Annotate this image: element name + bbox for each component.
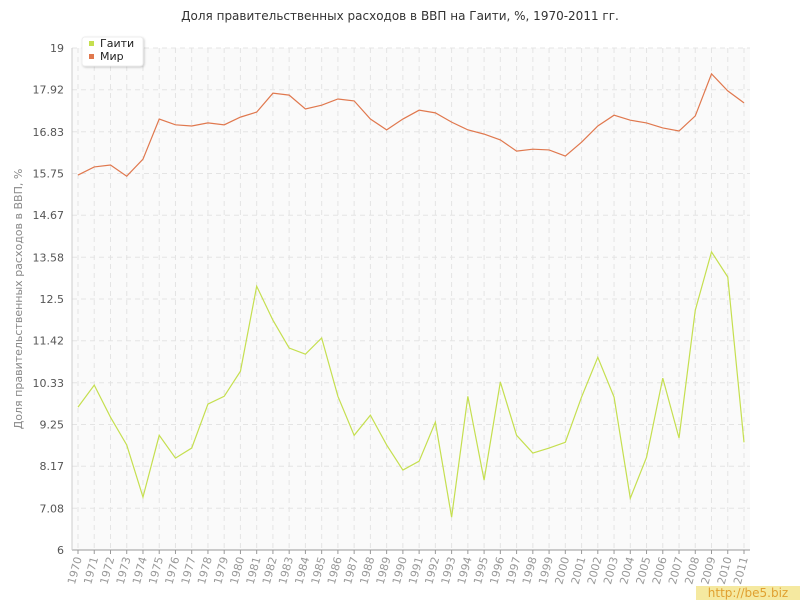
watermark-bg xyxy=(696,586,800,600)
legend-box xyxy=(81,36,144,67)
y-tick-label: 9.25 xyxy=(40,419,65,432)
watermark: http://be5.biz xyxy=(708,586,788,600)
legend-label: Мир xyxy=(100,50,124,63)
y-tick-label: 6 xyxy=(57,544,64,557)
y-tick-label: 17.92 xyxy=(33,84,65,97)
series-line xyxy=(77,250,745,518)
y-tick-label: 12.5 xyxy=(40,293,65,306)
y-tick-label: 13.58 xyxy=(33,251,65,264)
legend-marker xyxy=(89,41,94,46)
y-tick-label: 16.83 xyxy=(33,126,65,139)
y-tick-label: 15.75 xyxy=(33,168,65,181)
y-tick-label: 14.67 xyxy=(33,209,65,222)
y-tick-label: 7.08 xyxy=(40,502,65,515)
y-tick-label: 10.33 xyxy=(33,377,65,390)
y-tick-label: 11.42 xyxy=(33,335,65,348)
legend-label: Гаити xyxy=(100,37,134,50)
y-tick-label: 19 xyxy=(50,42,64,55)
y-axis-label: Доля правительственных расходов в ВВП, % xyxy=(12,169,25,430)
series-line xyxy=(77,72,745,177)
chart-title: Доля правительственных расходов в ВВП на… xyxy=(181,9,619,23)
y-tick-label: 8.17 xyxy=(40,460,65,473)
legend-marker xyxy=(89,54,94,59)
